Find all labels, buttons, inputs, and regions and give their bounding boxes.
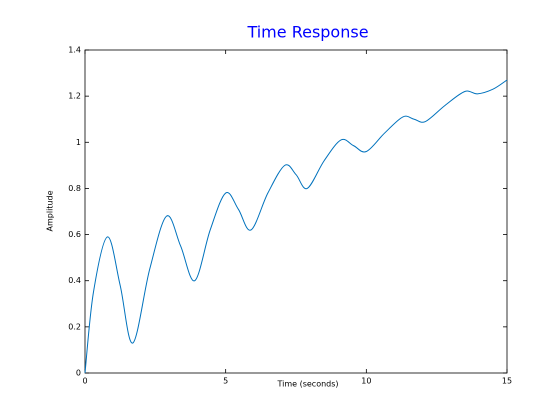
axes-box xyxy=(84,49,508,374)
line-series xyxy=(84,79,508,374)
y-tick-label: 1 xyxy=(76,138,81,147)
chart-title: Time Response xyxy=(246,23,368,42)
x-tick-label: 5 xyxy=(223,377,228,386)
x-tick-label: 0 xyxy=(82,377,87,386)
y-tick-label: 0.8 xyxy=(68,184,81,193)
x-tick-label: 10 xyxy=(361,377,371,386)
x-tick-label: 15 xyxy=(502,377,512,386)
x-axis-label: Time (seconds) xyxy=(276,380,338,389)
y-tick-label: 0.6 xyxy=(68,230,81,239)
y-tick-label: 0.2 xyxy=(68,322,81,331)
y-tick-label: 1.4 xyxy=(68,46,81,55)
y-axis-label: Amplitude xyxy=(46,190,55,231)
y-tick-label: 1.2 xyxy=(68,92,81,101)
y-tick-label: 0 xyxy=(76,369,81,378)
y-tick-label: 0.4 xyxy=(68,276,81,285)
